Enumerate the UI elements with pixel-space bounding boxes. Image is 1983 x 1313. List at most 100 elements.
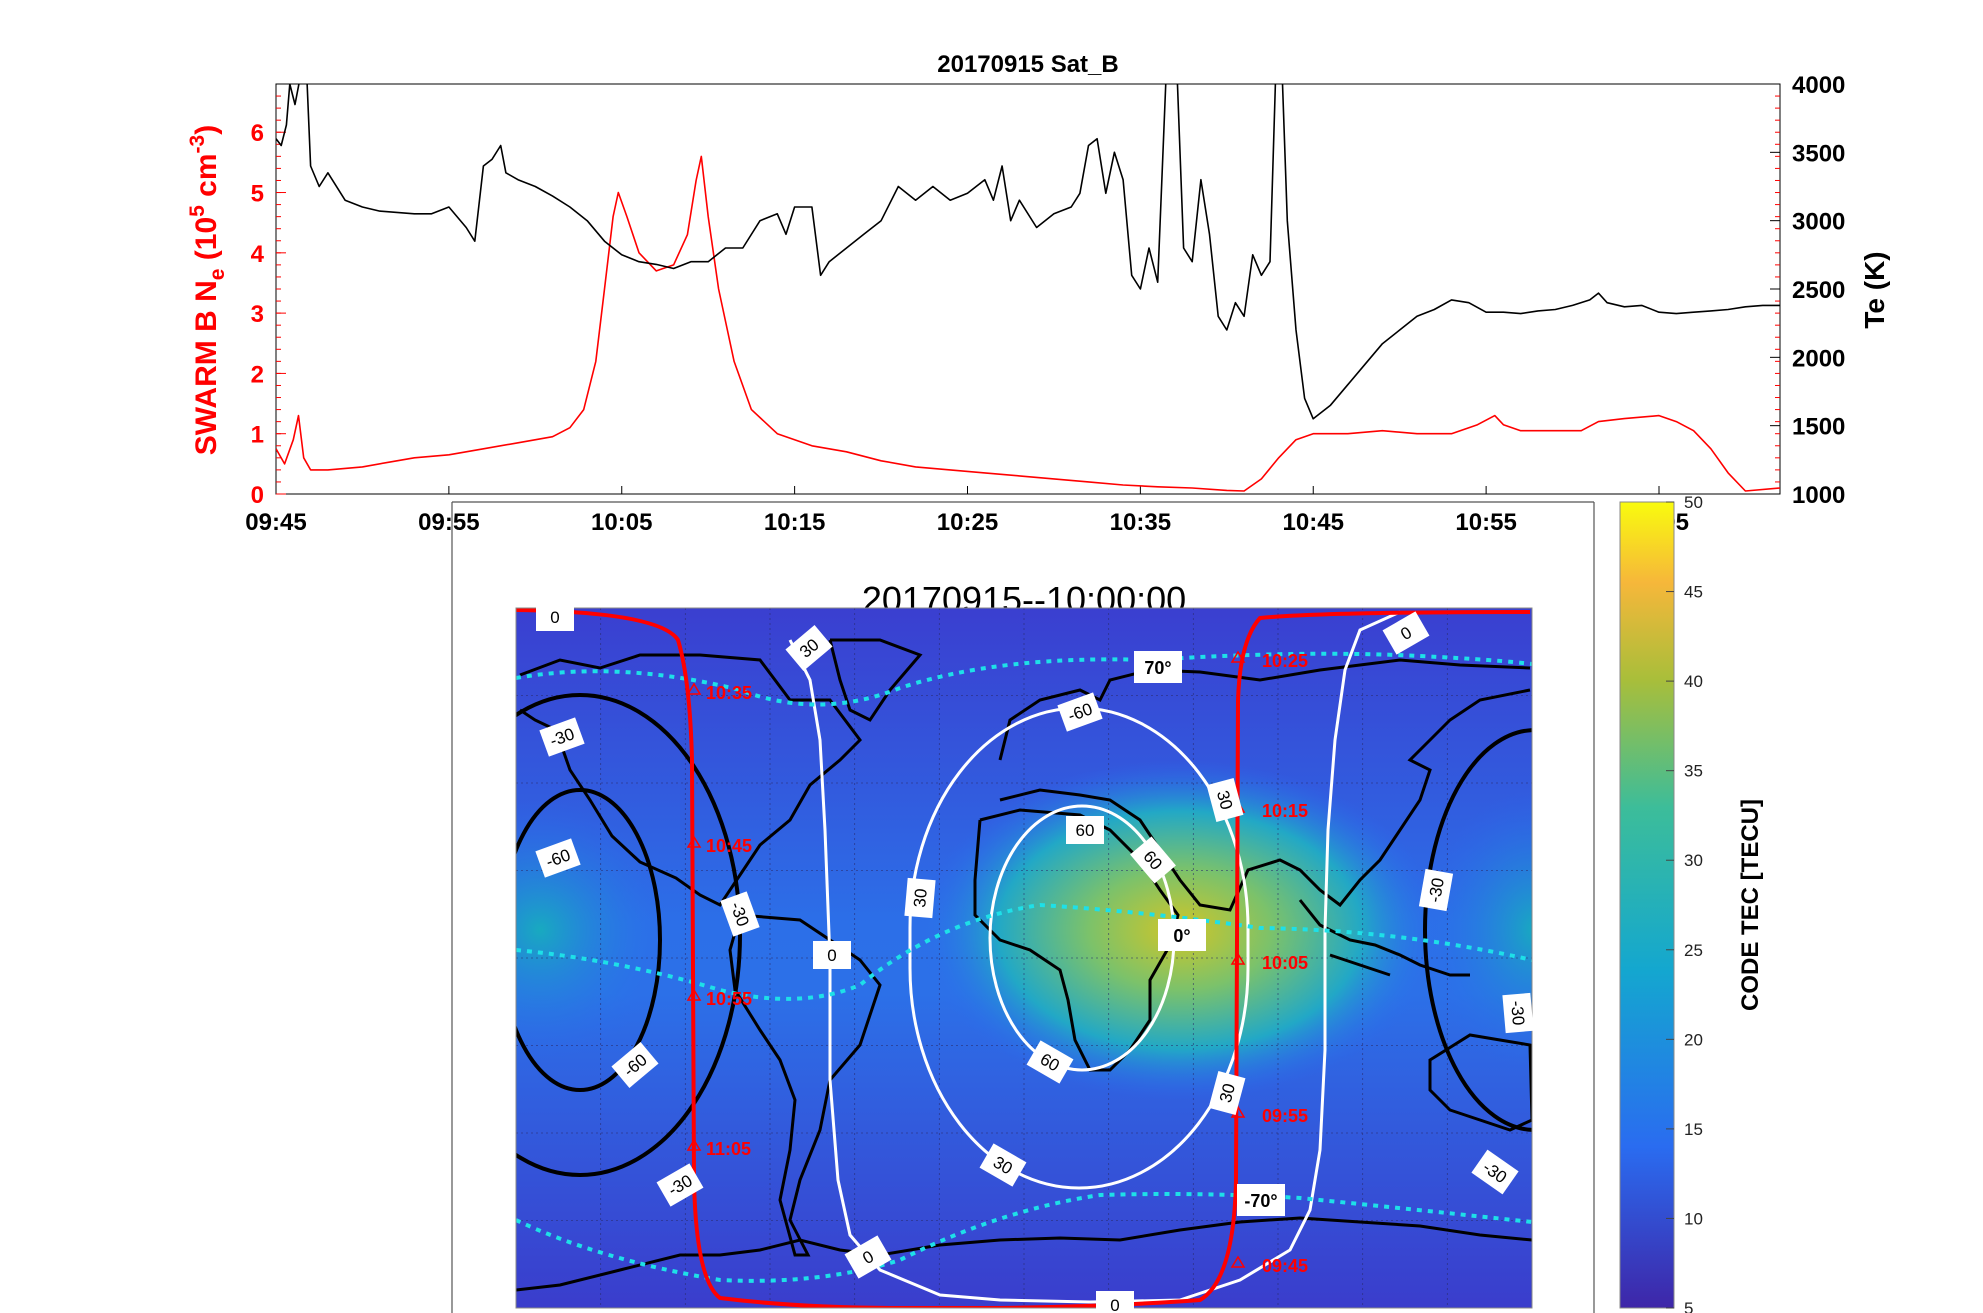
contour-label-box: [539, 717, 585, 757]
x-tick-label: 10:55: [1455, 509, 1516, 536]
track-time-marker: [686, 988, 702, 1001]
colorbar-tick-label: 40: [1684, 672, 1703, 691]
y-left-tick-label: 6: [251, 120, 264, 147]
y-right-tick-label: 3000: [1792, 209, 1845, 236]
coast-antarctica: [516, 1216, 1532, 1292]
tec-east-enhancement: [1425, 790, 1532, 1070]
y-left-tick-label: 5: [251, 181, 264, 208]
contour-label: 0: [813, 941, 851, 969]
map-graticule: [516, 608, 1532, 1308]
mlat-minus70: [516, 1192, 1532, 1283]
contour-label-box: [979, 1143, 1027, 1187]
track-time-label: 09:55: [1262, 1106, 1308, 1126]
x-tick-label: 10:25: [937, 509, 998, 536]
coast-greenland: [828, 638, 923, 722]
series-te-line: [276, 84, 1780, 420]
contour-label-box: [656, 1163, 704, 1207]
contour-label: 30: [979, 1143, 1027, 1187]
colorbar-tick-label: 15: [1684, 1120, 1703, 1139]
contour-label-box: [536, 603, 574, 631]
contour-label-box: [1130, 836, 1176, 884]
contour-label-text: -30: [1507, 1000, 1528, 1026]
contour-label: 0: [844, 1235, 892, 1279]
coastlines: [516, 638, 1532, 1292]
magnetic-latitude-labels: 70° 0° -70°: [1134, 651, 1285, 1216]
track-time-label: 11:05: [706, 1139, 751, 1159]
contour-label-text: 0: [1110, 1296, 1119, 1313]
coast-australia: [1428, 1033, 1532, 1132]
y-right-tick-label: 4000: [1792, 72, 1845, 99]
y-right-tick-label: 1000: [1792, 482, 1845, 509]
track-time-labels: 10:25 10:15 10:05 09:55 09:45 10:35 10:45 10:55…: [706, 651, 1308, 1276]
track-time-label: 09:45: [1262, 1256, 1308, 1276]
colorbar-tick-label: 25: [1684, 941, 1703, 960]
contour-label: -30: [539, 717, 585, 757]
contour-0-east: [1089, 610, 1401, 1304]
contour-label: 30: [1208, 1071, 1246, 1115]
contour-label-text: 30: [910, 888, 931, 909]
mlat-0: [516, 902, 1532, 1001]
colorbar-label: CODE TEC [TECU]: [1737, 799, 1764, 1011]
track-time-label: 10:55: [706, 989, 752, 1009]
colorbar-ticks: 5 10 15 20 25 30 35 40 45 50: [1666, 493, 1703, 1313]
y-left-tick-label: 2: [251, 361, 264, 388]
colorbar-tick-label: 10: [1684, 1209, 1703, 1228]
top-series-group: [276, 84, 1780, 492]
contour-label-box: [1096, 1291, 1134, 1313]
x-tick-label: 10:35: [1110, 509, 1171, 536]
contour-label: -30: [1502, 992, 1534, 1034]
contour-0-west: [788, 639, 1091, 1304]
contour-label: 30: [785, 625, 833, 671]
contour-label: 0: [536, 603, 574, 631]
x-axis-ticks: 09:45 09:55 10:05 10:15 10:25 10:35 10:45 10:55…: [245, 486, 1689, 536]
contour-label: 30: [904, 877, 936, 919]
contour-label-box: [1471, 1149, 1519, 1195]
y-right-axis-ticks: 1000 1500 2000 2500 3000 3500 4000: [1770, 72, 1845, 509]
contour-label: 0: [1096, 1291, 1134, 1313]
colorbar-tick-label: 45: [1684, 583, 1703, 602]
contour-label-box: [1418, 868, 1454, 912]
tec-west-enhancement: [516, 800, 670, 1060]
track-time-label: 10:25: [1262, 651, 1308, 671]
contour-label-text: 0: [827, 946, 836, 965]
y-left-tick-label: 1: [251, 422, 264, 449]
y-left-axis-ticks: 0 1 2 3 4 5 6: [251, 95, 1780, 509]
contour-label: 30: [1206, 778, 1244, 822]
contour-label-box: [1206, 778, 1244, 822]
colorbar-tick-label: 20: [1684, 1030, 1703, 1049]
tec-contours: [516, 610, 1532, 1304]
contour-label: -30: [1418, 868, 1454, 912]
mlat-label-box: [1237, 1184, 1285, 1216]
coast-south-america: [728, 913, 882, 1257]
contour-label: -30: [720, 891, 760, 937]
contour-label-box: [611, 1042, 659, 1088]
contour-label: 60: [1026, 1040, 1074, 1084]
mlat-label-text: 0°: [1173, 926, 1190, 946]
y-left-tick-label: 0: [251, 482, 264, 509]
contour-label-box: [904, 877, 936, 919]
mlat-label-text: -70°: [1244, 1191, 1277, 1211]
y-right-tick-label: 1500: [1792, 414, 1845, 441]
y-left-tick-label: 4: [251, 241, 265, 268]
tec-map: [516, 608, 1532, 1308]
colorbar: 5 10 15 20 25 30 35 40 45 50 CODE TEC [TECU]: [1619, 493, 1764, 1313]
x-tick-label: 10:05: [591, 509, 652, 536]
contour-label-box: [1208, 1071, 1246, 1115]
contour-label-box: [813, 941, 851, 969]
contour-label: -30: [656, 1163, 704, 1207]
y-left-tick-label: 3: [251, 301, 264, 328]
contour-label-text: 30: [1216, 1082, 1239, 1105]
contour-label-box: [720, 891, 760, 937]
track-east: [999, 610, 1531, 1308]
track-time-label: 10:35: [706, 683, 752, 703]
map-frame: [515, 607, 1533, 1309]
y-right-tick-label: 2000: [1792, 345, 1845, 372]
contour-label: -60: [535, 838, 581, 878]
mlat-label-text: 70°: [1144, 658, 1171, 678]
y-right-axis-label: Te (K): [1859, 251, 1890, 328]
contour-label-text: 60: [1076, 821, 1095, 840]
contour-minus60-west: [516, 788, 662, 1092]
track-time-label: 10:45: [706, 836, 752, 856]
top-chart-title: 20170915 Sat_B: [937, 51, 1118, 78]
